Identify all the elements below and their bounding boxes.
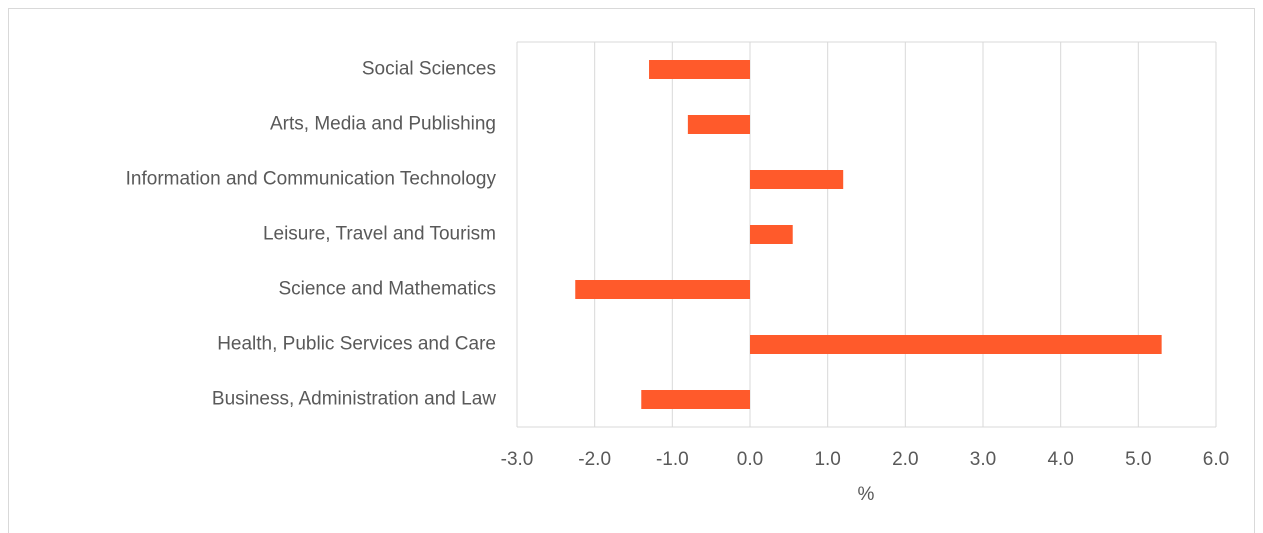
bar <box>687 115 750 134</box>
x-tick-label: 4.0 <box>1047 449 1073 470</box>
y-tick-label: Information and Communication Technology <box>126 169 497 190</box>
x-tick-label: -1.0 <box>656 449 689 470</box>
x-tick-label: 1.0 <box>814 449 840 470</box>
x-tick-label: 3.0 <box>970 449 996 470</box>
x-tick-label: 0.0 <box>737 449 763 470</box>
y-tick-label: Arts, Media and Publishing <box>270 114 496 135</box>
x-tick-label: 6.0 <box>1203 449 1229 470</box>
y-tick-label: Science and Mathematics <box>278 279 496 300</box>
x-tick-label: -2.0 <box>578 449 611 470</box>
bar <box>750 225 793 244</box>
bar <box>750 170 844 189</box>
x-tick-label: 2.0 <box>892 449 918 470</box>
x-tick-label: -3.0 <box>501 449 534 470</box>
bar <box>641 390 750 409</box>
chart-frame <box>8 8 1255 533</box>
bar <box>575 280 750 299</box>
x-tick-label: 5.0 <box>1125 449 1151 470</box>
bar <box>750 335 1162 354</box>
bar <box>649 60 750 79</box>
x-axis-label: % <box>858 484 875 505</box>
y-tick-label: Social Sciences <box>362 59 496 80</box>
y-tick-label: Health, Public Services and Care <box>217 334 496 355</box>
y-tick-label: Leisure, Travel and Tourism <box>263 224 496 245</box>
y-tick-label: Business, Administration and Law <box>212 389 496 410</box>
